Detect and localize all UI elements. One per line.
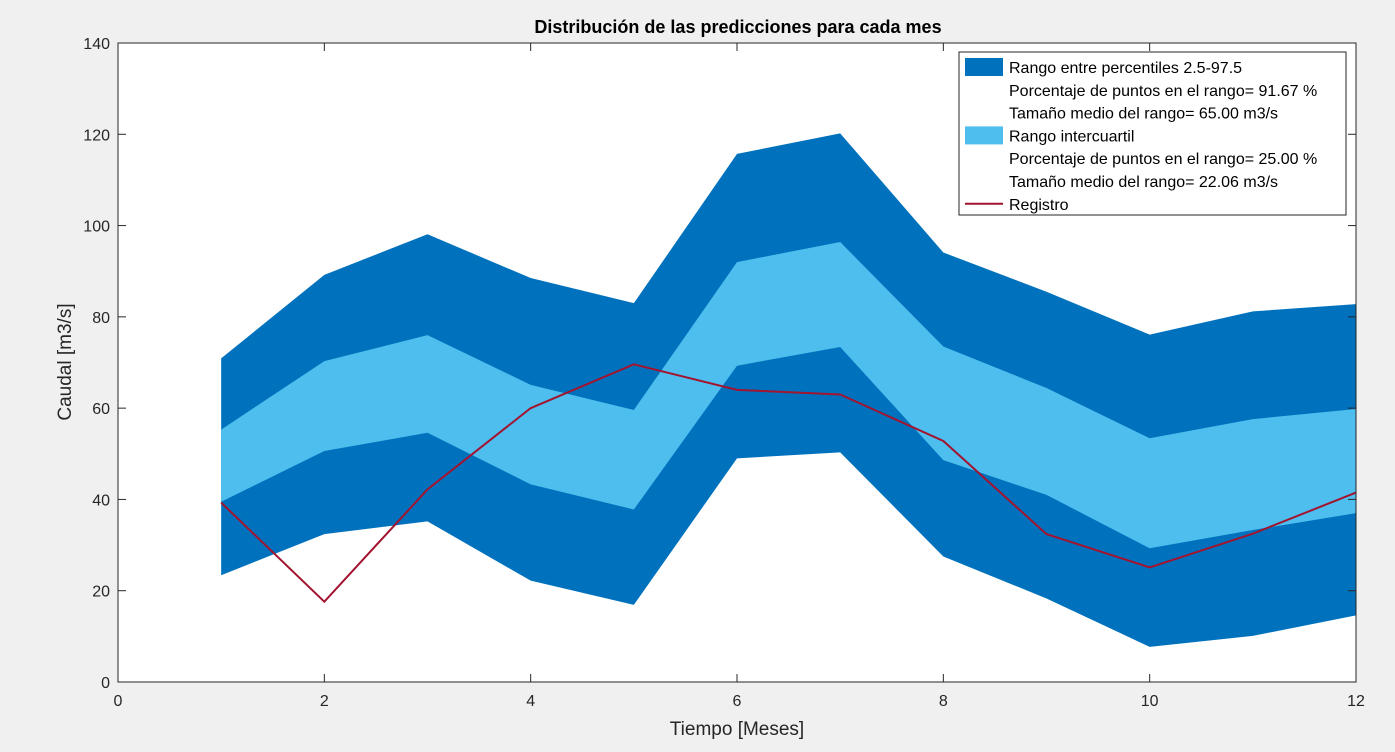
legend-entry-label: Tamaño medio del rango= 65.00 m3/s: [1009, 106, 1278, 123]
legend-entry-label: Rango entre percentiles 2.5-97.5: [1009, 60, 1242, 77]
legend-swatch-band: [965, 126, 1003, 145]
y-tick-label: 60: [92, 401, 110, 418]
legend-entry-label: Porcentaje de puntos en el rango= 25.00 …: [1009, 151, 1317, 168]
legend-entry-label: Registro: [1009, 197, 1069, 214]
y-axis-label: Caudal [m3/s]: [55, 303, 76, 420]
y-tick-label: 120: [83, 127, 110, 144]
legend-box: [958, 51, 1347, 216]
bands-layer: [221, 133, 1357, 647]
legend-swatch-band: [965, 58, 1003, 76]
x-tick-label: 0: [114, 693, 123, 710]
y-tick-label: 40: [92, 492, 110, 509]
chart-title: Distribución de las predicciones para ca…: [534, 17, 941, 37]
band-percentile-range: [221, 133, 1357, 647]
x-tick-label: 2: [320, 693, 329, 710]
y-tick-label: 0: [101, 675, 110, 692]
x-tick-label: 12: [1347, 693, 1365, 710]
legend-entry-label: Porcentaje de puntos en el rango= 91.67 …: [1009, 83, 1317, 100]
y-tick-label: 80: [92, 310, 110, 327]
y-tick-label: 140: [83, 36, 110, 53]
y-tick-label: 100: [83, 219, 110, 236]
legend-entry-label: Rango intercuartil: [1009, 128, 1134, 145]
x-tick-label: 6: [733, 693, 742, 710]
legend-entry-label: Tamaño medio del rango= 22.06 m3/s: [1009, 174, 1278, 191]
x-axis-label: Tiempo [Meses]: [670, 719, 804, 740]
x-tick-label: 8: [939, 693, 948, 710]
y-tick-label: 20: [92, 584, 110, 601]
series-layer: [220, 363, 1357, 604]
series-line-registro: [220, 363, 1357, 604]
band-interquartile-range: [221, 242, 1357, 549]
legend: Rango entre percentiles 2.5-97.5 Porcenta…: [958, 51, 1347, 216]
x-tick-label: 10: [1141, 693, 1159, 710]
x-tick-label: 4: [526, 693, 535, 710]
